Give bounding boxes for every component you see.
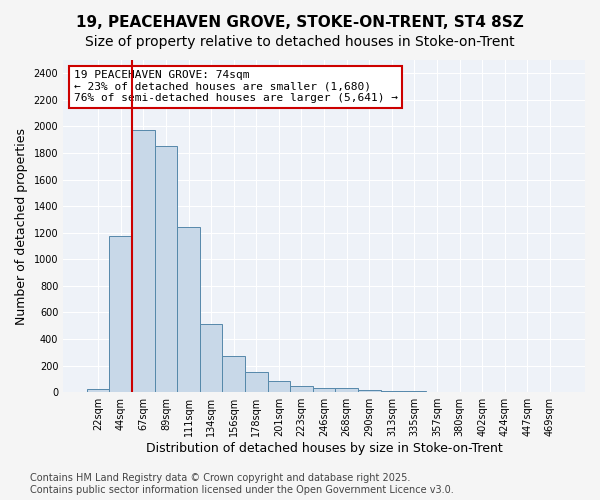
Bar bbox=[290, 386, 313, 392]
Bar bbox=[87, 389, 109, 392]
Bar bbox=[313, 388, 335, 392]
Y-axis label: Number of detached properties: Number of detached properties bbox=[15, 128, 28, 324]
Bar bbox=[335, 388, 358, 392]
Bar bbox=[155, 146, 177, 392]
Bar bbox=[268, 381, 290, 392]
Bar bbox=[200, 324, 223, 392]
Bar bbox=[109, 236, 132, 392]
Bar bbox=[132, 130, 155, 392]
Bar bbox=[177, 227, 200, 392]
Text: 19 PEACEHAVEN GROVE: 74sqm
← 23% of detached houses are smaller (1,680)
76% of s: 19 PEACEHAVEN GROVE: 74sqm ← 23% of deta… bbox=[74, 70, 398, 103]
Text: Size of property relative to detached houses in Stoke-on-Trent: Size of property relative to detached ho… bbox=[85, 35, 515, 49]
Bar bbox=[380, 391, 403, 392]
Bar bbox=[245, 372, 268, 392]
Text: Contains HM Land Registry data © Crown copyright and database right 2025.
Contai: Contains HM Land Registry data © Crown c… bbox=[30, 474, 454, 495]
Text: 19, PEACEHAVEN GROVE, STOKE-ON-TRENT, ST4 8SZ: 19, PEACEHAVEN GROVE, STOKE-ON-TRENT, ST… bbox=[76, 15, 524, 30]
X-axis label: Distribution of detached houses by size in Stoke-on-Trent: Distribution of detached houses by size … bbox=[146, 442, 502, 455]
Bar bbox=[403, 391, 426, 392]
Bar bbox=[223, 356, 245, 392]
Bar bbox=[358, 390, 380, 392]
